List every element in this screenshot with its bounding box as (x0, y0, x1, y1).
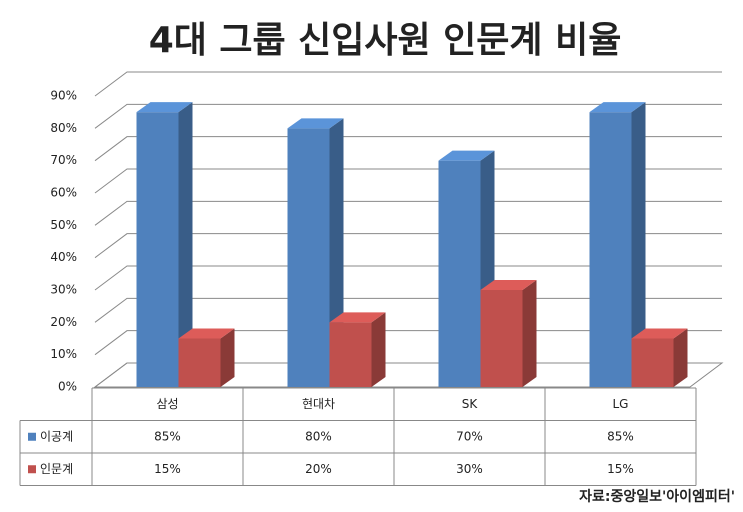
grid-line (94, 136, 722, 162)
bar-side (673, 328, 688, 387)
bar-front (329, 322, 372, 387)
y-tick-label: 60% (50, 186, 77, 200)
bar-front (136, 112, 179, 388)
legend-label: 이공계 (40, 429, 73, 443)
table-value: 15% (154, 462, 181, 476)
grid-line (94, 200, 722, 226)
bar-front (589, 112, 632, 388)
bar-side (631, 102, 646, 388)
y-tick-label: 10% (50, 347, 77, 361)
x-tick-label: 삼성 (156, 397, 178, 411)
y-tick-label: 50% (50, 218, 77, 232)
bar-side (220, 328, 235, 387)
grid-line (94, 265, 722, 291)
bar-top (287, 118, 344, 129)
grid-line (94, 71, 722, 97)
legend-key (28, 465, 36, 474)
grid-line (94, 168, 722, 194)
table-value: 85% (154, 429, 181, 443)
bar-front (631, 338, 674, 387)
legend-key (28, 432, 36, 441)
x-tick-label: LG (613, 397, 629, 411)
bar-top (631, 328, 688, 339)
y-tick-label: 0% (58, 380, 77, 394)
table-value: 85% (607, 429, 634, 443)
y-tick-label: 30% (50, 283, 77, 297)
bar-side (522, 280, 537, 387)
chart-title: 4대 그룹 신입사원 인문계 비율 (149, 20, 622, 61)
bar-front (480, 290, 523, 387)
bar-top (438, 150, 495, 161)
table-value: 30% (456, 462, 483, 476)
bar-top (589, 102, 646, 113)
bar-top (480, 280, 537, 290)
bar-side (178, 102, 193, 388)
y-tick-label: 80% (50, 121, 77, 135)
y-tick-label: 90% (50, 89, 77, 103)
y-tick-label: 40% (50, 250, 77, 264)
table-value: 20% (305, 462, 332, 476)
source: 자료:중앙일보'아이엠피터' (579, 488, 735, 505)
bar-top (178, 328, 235, 339)
bar-front (287, 128, 330, 388)
bar-front (178, 338, 221, 387)
y-tick-label: 70% (50, 153, 77, 167)
grid-line (94, 103, 722, 129)
grid-line (94, 233, 722, 259)
table-value: 80% (305, 429, 332, 443)
y-tick-label: 20% (50, 315, 77, 329)
table-value: 15% (607, 462, 634, 476)
x-tick-label: SK (462, 397, 479, 411)
bar-top (329, 312, 386, 323)
bar-top (136, 102, 193, 113)
legend-label: 인문계 (40, 462, 73, 476)
bar-front (438, 160, 481, 387)
table-value: 70% (456, 429, 483, 443)
x-tick-label: 현대차 (302, 397, 335, 411)
bar-side (371, 312, 386, 387)
